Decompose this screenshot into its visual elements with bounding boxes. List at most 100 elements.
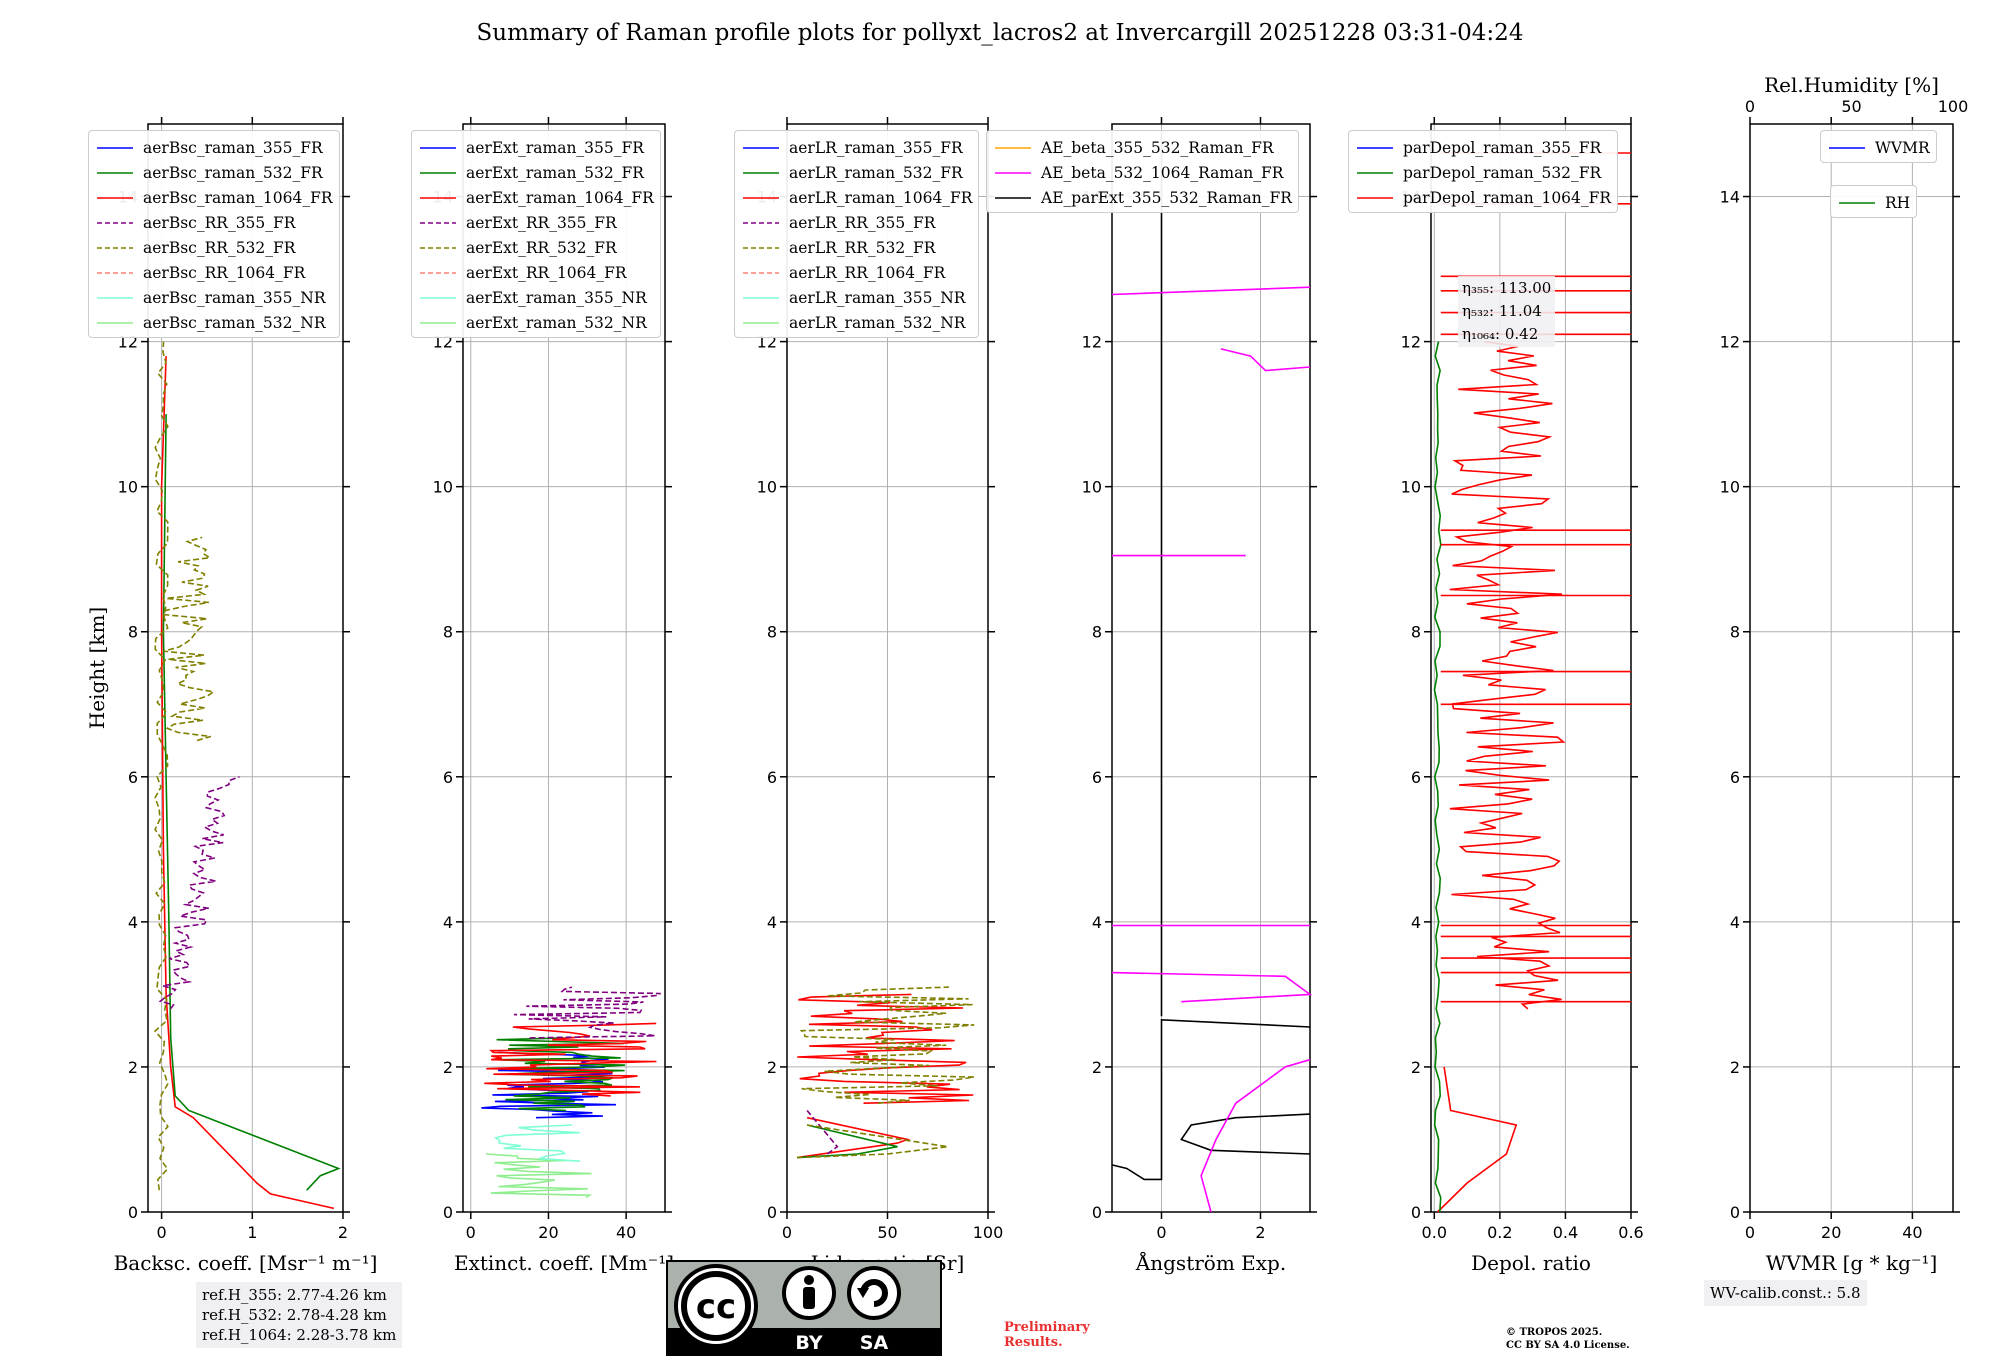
legend-label: aerBsc_raman_1064_FR [143, 188, 333, 207]
panel-backscatter-ytick-label: 4 [128, 913, 138, 932]
legend-label: aerLR_RR_1064_FR [789, 263, 946, 282]
figure-title: Summary of Raman profile plots for polly… [476, 20, 1524, 46]
legend-entry: aerBsc_RR_1064_FR [95, 260, 333, 285]
legend-label: AE_beta_532_1064_Raman_FR [1041, 163, 1284, 182]
panel-angstrom-xtick-label: 2 [1255, 1223, 1265, 1242]
panel-water_vapor-ytick-label: 0 [1730, 1203, 1740, 1222]
legend-line-icon [97, 146, 133, 149]
legend-rh: RH [1830, 185, 1918, 218]
panel-depolarization-frame [1430, 123, 1632, 1213]
legend-entry: aerExt_RR_355_FR [418, 210, 654, 235]
cc-license-badge: cc BY SA [666, 1260, 942, 1360]
panel-depolarization-ytick-label: 12 [1401, 333, 1421, 352]
trace-ae-beta-532-1064-f [1220, 348, 1311, 372]
legend-label: aerBsc_RR_1064_FR [143, 263, 306, 282]
legend-line-icon [995, 146, 1031, 149]
legend-label: parDepol_raman_532_FR [1403, 163, 1602, 182]
panel-angstrom-ytick-label: 2 [1092, 1058, 1102, 1077]
legend-entry: aerBsc_raman_355_NR [95, 285, 333, 310]
legend-label: aerBsc_RR_532_FR [143, 238, 296, 257]
legend-line-icon [1357, 171, 1393, 174]
trace-ae-beta-532-1064 [1200, 1058, 1311, 1213]
legend-label: parDepol_raman_355_FR [1403, 138, 1602, 157]
panel-backscatter-xlabel: Backsc. coeff. [Msr⁻¹ m⁻¹] [114, 1251, 378, 1275]
legend-label: AE_beta_355_532_Raman_FR [1041, 138, 1274, 157]
legend-entry: aerExt_raman_532_FR [418, 160, 654, 185]
legend-label: aerLR_raman_355_NR [789, 288, 966, 307]
panel-backscatter-ylabel: Height [km] [85, 607, 109, 729]
legend-entry: aerBsc_raman_355_FR [95, 135, 333, 160]
legend-label: aerLR_RR_532_FR [789, 238, 936, 257]
trace-pardepol-1064-low [1437, 1066, 1518, 1213]
by-text: BY [795, 1332, 822, 1354]
panel-water_vapor-xtick-label: 40 [1902, 1223, 1922, 1242]
share-alike-icon [847, 1266, 901, 1320]
panel-lidar_ratio-xtick-label: 0 [782, 1223, 792, 1242]
legend-label: aerBsc_raman_532_NR [143, 313, 326, 332]
legend-angstrom: AE_beta_355_532_Raman_FR AE_beta_532_1064… [986, 130, 1299, 213]
legend-line-icon [420, 221, 456, 224]
panel-backscatter-xtick-label: 2 [338, 1223, 348, 1242]
panel-depolarization-xtick-label: 0.2 [1487, 1223, 1512, 1242]
legend-entry: aerExt_RR_532_FR [418, 235, 654, 260]
legend-label: aerLR_RR_355_FR [789, 213, 936, 232]
panel-water_vapor-ytick-label: 14 [1720, 188, 1740, 207]
legend-entry: aerExt_raman_355_FR [418, 135, 654, 160]
sa-text: SA [860, 1332, 889, 1354]
ref-height-355: ref.H_355: 2.77-4.26 km [202, 1286, 387, 1304]
reference-height-box: ref.H_355: 2.77-4.26 km ref.H_532: 2.78-… [196, 1282, 403, 1348]
panel-angstrom-ytick-label: 10 [1082, 478, 1102, 497]
legend-line-icon [743, 271, 779, 274]
legend-label: aerLR_raman_532_FR [789, 163, 963, 182]
legend-line-icon [1839, 201, 1875, 204]
legend-entry: AE_beta_355_532_Raman_FR [993, 135, 1292, 160]
legend-entry: parDepol_raman_355_FR [1355, 135, 1611, 160]
trace-aerlr-rr-532 [796, 1124, 948, 1159]
legend-line-icon [97, 221, 133, 224]
trace-aerbsc-rr-532 [162, 536, 216, 742]
panel-depolarization-ytick-label: 4 [1411, 913, 1421, 932]
eta-532: η₅₃₂: 11.04 [1462, 302, 1542, 320]
legend-line-icon [420, 271, 456, 274]
trace-ae-beta-532-1064-b [1111, 971, 1313, 1003]
panel-water_vapor-xlabel: WVMR [g * kg⁻¹] [1766, 1251, 1938, 1275]
panel-depolarization-xlabel: Depol. ratio [1471, 1251, 1591, 1275]
legend-entry: aerBsc_raman_1064_FR [95, 185, 333, 210]
wv-calibration-box: WV-calib.const.: 5.8 [1704, 1280, 1867, 1306]
cc-text: cc [696, 1287, 736, 1327]
trace-aerbsc-raman-532 [162, 414, 341, 1191]
legend-label: aerLR_raman_532_NR [789, 313, 966, 332]
trace-aerbsc-rr-355 [158, 776, 240, 1010]
legend-wvmr: WVMR [1820, 130, 1937, 163]
legend-entry: aerLR_RR_355_FR [741, 210, 972, 235]
legend-line-icon [97, 271, 133, 274]
panel-backscatter-frame [147, 123, 344, 1213]
legend-label: aerLR_raman_355_FR [789, 138, 963, 157]
legend-label: aerExt_raman_1064_FR [466, 188, 654, 207]
legend-line-icon [97, 296, 133, 299]
legend-line-icon [1357, 146, 1393, 149]
panel-backscatter-ytick-label: 8 [128, 623, 138, 642]
legend-entry: aerLR_raman_532_FR [741, 160, 972, 185]
legend-entry: parDepol_raman_1064_FR [1355, 185, 1611, 210]
legend-line-icon [743, 171, 779, 174]
legend-entry: aerExt_raman_355_NR [418, 285, 654, 310]
panel-backscatter-ytick-label: 2 [128, 1058, 138, 1077]
legend-depolarization: parDepol_raman_355_FR parDepol_raman_532_… [1348, 130, 1619, 213]
legend-label: aerBsc_RR_355_FR [143, 213, 296, 232]
legend-line-icon [1829, 146, 1865, 149]
legend-line-icon [743, 321, 779, 324]
trace-aerlr-rr-355 [806, 1109, 839, 1155]
panel-backscatter-ytick-label: 6 [128, 768, 138, 787]
legend-entry: aerBsc_raman_532_FR [95, 160, 333, 185]
panel-extinction-ytick-label: 10 [433, 478, 453, 497]
panel-water_vapor-top-xlabel: Rel.Humidity [%] [1764, 73, 1939, 97]
legend-line-icon [743, 146, 779, 149]
trace-pardepol-1064 [1449, 340, 1566, 1010]
legend-line-icon [420, 196, 456, 199]
preliminary-notice: Preliminary Results. [1004, 1320, 1090, 1350]
legend-label: aerBsc_raman_355_NR [143, 288, 326, 307]
panel-water_vapor-ytick-label: 2 [1730, 1058, 1740, 1077]
trace-aerlr-raman-1064-upper [797, 993, 974, 1104]
panel-extinction-xtick-label: 20 [538, 1223, 558, 1242]
